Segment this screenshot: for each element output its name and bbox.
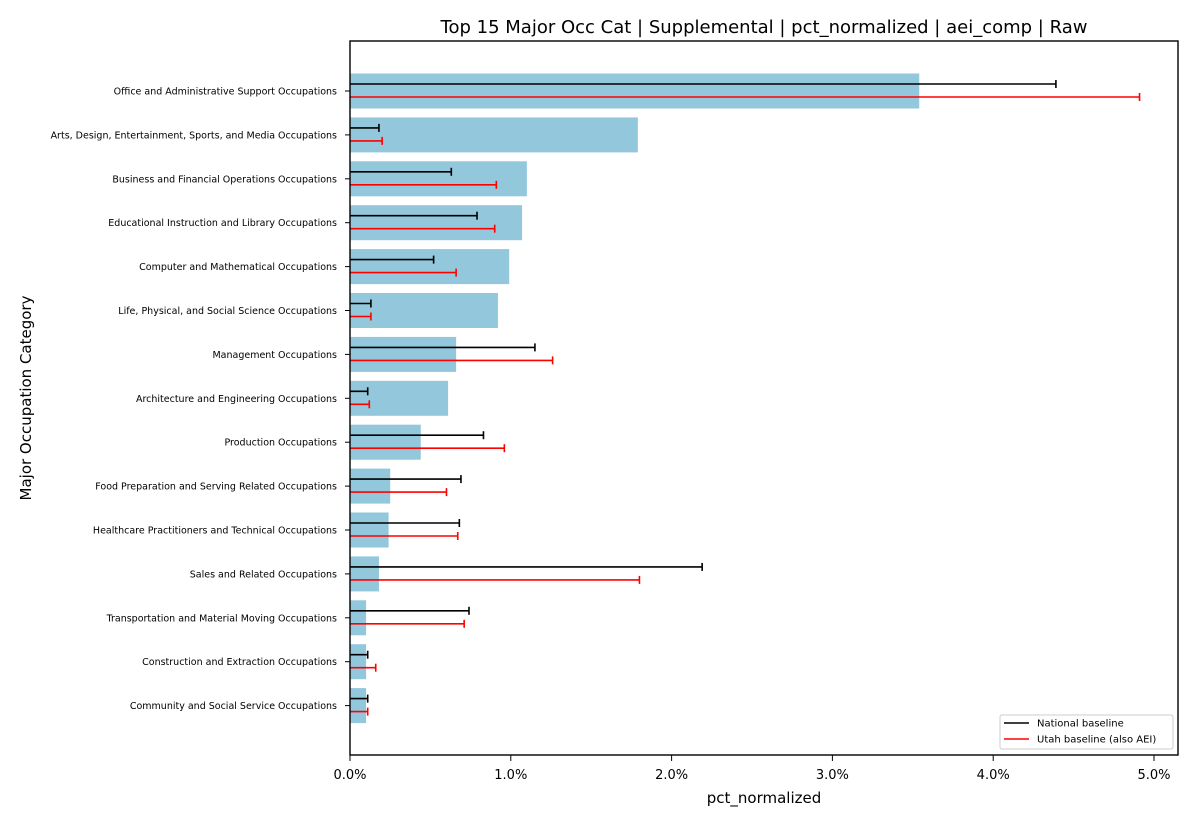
y-tick-label: Management Occupations bbox=[212, 350, 337, 361]
y-tick-label: Architecture and Engineering Occupations bbox=[136, 394, 337, 405]
y-tick-label: Community and Social Service Occupations bbox=[130, 701, 337, 712]
y-tick-label: Business and Financial Operations Occupa… bbox=[112, 174, 337, 185]
bar bbox=[350, 205, 523, 241]
y-tick-label: Transportation and Material Moving Occup… bbox=[106, 613, 337, 624]
bar bbox=[350, 688, 367, 724]
y-tick-label: Computer and Mathematical Occupations bbox=[139, 262, 337, 273]
y-tick-label: Production Occupations bbox=[224, 438, 337, 449]
y-tick-label: Educational Instruction and Library Occu… bbox=[108, 218, 337, 229]
y-tick-label: Sales and Related Occupations bbox=[190, 569, 337, 580]
bar bbox=[350, 380, 449, 416]
y-axis-label: Major Occupation Category bbox=[17, 295, 35, 500]
y-tick-label: Office and Administrative Support Occupa… bbox=[114, 87, 337, 98]
bar bbox=[350, 512, 389, 548]
legend-box bbox=[999, 714, 1174, 750]
bar bbox=[350, 161, 527, 197]
y-tick-label: Healthcare Practitioners and Technical O… bbox=[93, 526, 337, 537]
y-tick-label: Construction and Extraction Occupations bbox=[142, 657, 337, 668]
x-axis-label: pct_normalized bbox=[707, 789, 822, 808]
bars-layer bbox=[350, 73, 920, 724]
bar bbox=[350, 468, 391, 504]
chart-title: Top 15 Major Occ Cat | Supplemental | pc… bbox=[440, 17, 1088, 38]
bar bbox=[350, 424, 421, 460]
x-axis: 0.0% 1.0% 2.0% 3.0% 4.0% 5.0% bbox=[333, 755, 1171, 783]
y-tick-label: Food Preparation and Serving Related Occ… bbox=[95, 482, 337, 493]
x-tick-label: 2.0% bbox=[655, 768, 688, 783]
x-tick-label: 1.0% bbox=[494, 768, 527, 783]
x-tick-label: 0.0% bbox=[333, 768, 366, 783]
bar bbox=[350, 336, 457, 372]
bar bbox=[350, 600, 367, 636]
legend: National baseline Utah baseline (also AEI… bbox=[999, 714, 1174, 750]
y-axis: Office and Administrative Support Occupa… bbox=[51, 87, 350, 712]
bar bbox=[350, 249, 510, 285]
bar bbox=[350, 556, 379, 592]
baseline-lines-layer bbox=[350, 80, 1141, 716]
x-tick-label: 4.0% bbox=[977, 768, 1010, 783]
bar bbox=[350, 293, 498, 328]
y-tick-label: Arts, Design, Entertainment, Sports, and… bbox=[51, 130, 337, 141]
x-tick-label: 3.0% bbox=[816, 768, 849, 783]
y-tick-label: Life, Physical, and Social Science Occup… bbox=[118, 306, 337, 317]
bar bbox=[350, 644, 367, 680]
x-tick-label: 5.0% bbox=[1137, 768, 1170, 783]
legend-label: Utah baseline (also AEI) bbox=[1037, 735, 1156, 746]
legend-label: National baseline bbox=[1037, 719, 1124, 730]
bar bbox=[350, 117, 638, 153]
bar bbox=[350, 73, 920, 109]
